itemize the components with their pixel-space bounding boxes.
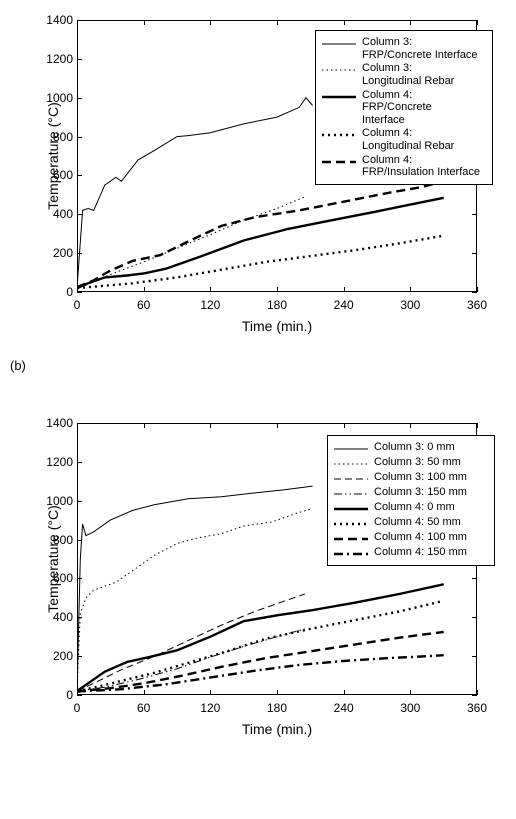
tick-label-x: 120 bbox=[190, 298, 230, 312]
tick-x bbox=[477, 20, 478, 25]
legend-item: Column 4:Longitudinal Rebar bbox=[322, 127, 486, 152]
legend-label: Column 3: 0 mm bbox=[374, 441, 455, 454]
tick-label-x: 360 bbox=[457, 701, 497, 715]
legend-line-sample bbox=[322, 38, 356, 50]
legend-line-sample bbox=[334, 503, 368, 515]
tick-label-x: 240 bbox=[324, 298, 364, 312]
subfigure-label: (b) bbox=[10, 358, 26, 373]
tick-y bbox=[77, 695, 82, 696]
tick-label-x: 300 bbox=[390, 298, 430, 312]
legend-item: Column 4: 100 mm bbox=[334, 531, 488, 545]
legend-line-sample bbox=[334, 548, 368, 560]
plot-b-bottom: 0200400600800100012001400060120180240300… bbox=[55, 415, 516, 745]
tick-label-x: 60 bbox=[124, 701, 164, 715]
legend-label: Column 3: 100 mm bbox=[374, 471, 467, 484]
tick-label-x: 180 bbox=[257, 701, 297, 715]
plot-b-top: 0200400600800100012001400060120180240300… bbox=[55, 12, 516, 342]
legend-item: Column 3: 150 mm bbox=[334, 486, 488, 500]
legend-item: Column 3: 0 mm bbox=[334, 441, 488, 455]
series-c4_50 bbox=[77, 601, 444, 691]
legend-item: Column 3:Longitudinal Rebar bbox=[322, 62, 486, 87]
legend-label: Column 4:FRP/Insulation Interface bbox=[362, 154, 480, 179]
legend-label: Column 3: 50 mm bbox=[374, 456, 461, 469]
tick-y bbox=[472, 292, 477, 293]
legend-label: Column 3:Longitudinal Rebar bbox=[362, 62, 454, 87]
series-c3_50 bbox=[77, 509, 313, 692]
legend-label: Column 4: 100 mm bbox=[374, 531, 467, 544]
legend-label: Column 4:FRP/ConcreteInterface bbox=[362, 89, 432, 127]
tick-label-x: 360 bbox=[457, 298, 497, 312]
legend: Column 3:FRP/Concrete InterfaceColumn 3:… bbox=[315, 30, 493, 185]
legend-line-sample bbox=[322, 129, 356, 141]
tick-label-x: 300 bbox=[390, 701, 430, 715]
tick-label-x: 0 bbox=[57, 298, 97, 312]
legend-label: Column 4: 150 mm bbox=[374, 546, 467, 559]
legend-item: Column 4: 150 mm bbox=[334, 546, 488, 560]
legend-item: Column 3: 100 mm bbox=[334, 471, 488, 485]
tick-label-x: 0 bbox=[57, 701, 97, 715]
legend-item: Column 4:FRP/Insulation Interface bbox=[322, 154, 486, 179]
legend-line-sample bbox=[334, 458, 368, 470]
legend-label: Column 4: 50 mm bbox=[374, 516, 461, 529]
series-c4_0 bbox=[77, 584, 444, 691]
tick-x bbox=[477, 287, 478, 292]
tick-y bbox=[472, 695, 477, 696]
legend-item: Column 3:FRP/Concrete Interface bbox=[322, 36, 486, 61]
tick-x bbox=[477, 690, 478, 695]
tick-x bbox=[477, 423, 478, 428]
legend-line-sample bbox=[334, 533, 368, 545]
legend-item: Column 4: 0 mm bbox=[334, 501, 488, 515]
tick-label-x: 180 bbox=[257, 298, 297, 312]
x-axis-title: Time (min.) bbox=[77, 318, 477, 334]
tick-label-x: 60 bbox=[124, 298, 164, 312]
tick-label-x: 120 bbox=[190, 701, 230, 715]
legend-item: Column 3: 50 mm bbox=[334, 456, 488, 470]
legend-line-sample bbox=[334, 443, 368, 455]
legend-item: Column 4:FRP/ConcreteInterface bbox=[322, 89, 486, 127]
legend-label: Column 3: 150 mm bbox=[374, 486, 467, 499]
legend-line-sample bbox=[322, 156, 356, 168]
series-c4_frp_ins bbox=[77, 181, 444, 287]
legend-label: Column 4: 0 mm bbox=[374, 501, 455, 514]
x-axis-title: Time (min.) bbox=[77, 721, 477, 737]
legend-line-sample bbox=[334, 518, 368, 530]
legend-label: Column 3:FRP/Concrete Interface bbox=[362, 36, 478, 61]
legend-label: Column 4:Longitudinal Rebar bbox=[362, 127, 454, 152]
legend-line-sample bbox=[334, 488, 368, 500]
tick-y bbox=[77, 292, 82, 293]
series-c4_frp_conc bbox=[77, 198, 444, 288]
series-c3_100 bbox=[77, 594, 305, 691]
series-c3_150 bbox=[77, 629, 305, 691]
legend-line-sample bbox=[322, 91, 356, 103]
legend-line-sample bbox=[334, 473, 368, 485]
legend-item: Column 4: 50 mm bbox=[334, 516, 488, 530]
legend: Column 3: 0 mm Column 3: 50 mm Column 3: 1… bbox=[327, 435, 495, 566]
tick-label-x: 240 bbox=[324, 701, 364, 715]
legend-line-sample bbox=[322, 64, 356, 76]
